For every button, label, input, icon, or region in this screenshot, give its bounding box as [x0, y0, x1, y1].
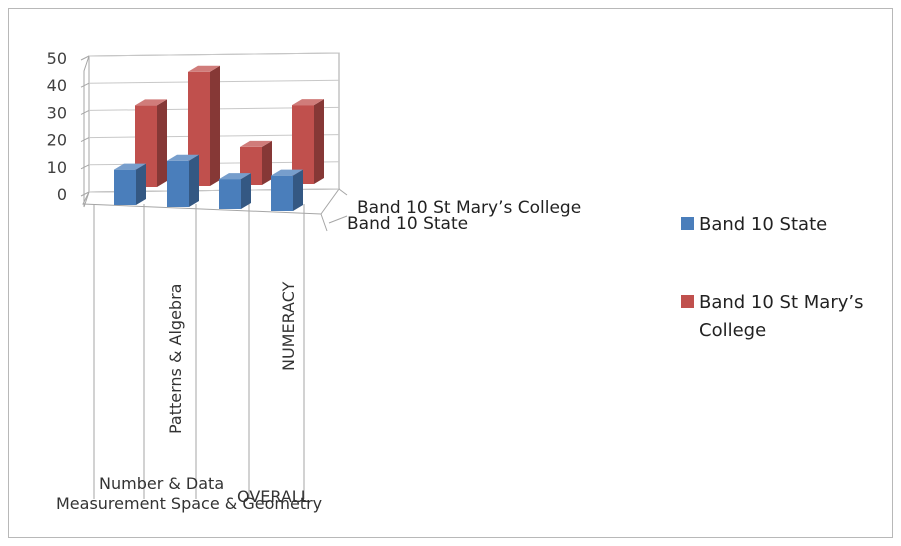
y-tick-label: 40: [47, 76, 67, 95]
bar-side: [136, 163, 146, 205]
bar-front: [167, 160, 189, 207]
bar-side: [262, 140, 272, 185]
bar-top: [240, 140, 272, 147]
bars: [114, 65, 324, 211]
y-tick-label: 30: [47, 103, 67, 122]
bar-st-marys-0: [135, 99, 167, 187]
side-wall: [83, 55, 90, 208]
bar-side: [189, 154, 199, 207]
floor-edge: [338, 188, 348, 196]
depth-label-state: Band 10 State: [347, 214, 468, 234]
bar-front: [292, 105, 314, 184]
category-label: Number & Data: [99, 474, 224, 493]
bar-state-2: [219, 173, 251, 209]
bar-top: [188, 65, 220, 72]
bar-side: [210, 65, 220, 186]
legend-swatch-state: [681, 217, 694, 230]
y-tick-label: 10: [47, 158, 67, 177]
bar-front: [219, 179, 241, 209]
bar-side: [314, 99, 324, 184]
gridline-side: [80, 55, 90, 61]
floor-edge: [320, 213, 328, 232]
bar-top: [135, 99, 167, 106]
bar-state-1: [167, 154, 199, 207]
legend-label-st-marys: Band 10 St Mary’s College: [699, 292, 863, 341]
bar-top: [167, 154, 199, 161]
gridline: [88, 52, 340, 57]
floor-edge: [328, 215, 348, 224]
bar-top: [114, 163, 146, 170]
y-tick-label: 20: [47, 131, 67, 150]
depth-label-st-marys: Band 10 St Mary’s College: [357, 198, 581, 218]
legend: Band 10 State Band 10 St Mary’s College: [681, 214, 863, 341]
legend-label-state: Band 10 State: [699, 214, 827, 235]
bar-top: [292, 99, 324, 106]
y-axis-ticks: 0 10 20 30 40 50: [47, 49, 67, 204]
bar-top: [271, 169, 303, 176]
gridline-side: [80, 164, 90, 170]
legend-swatch-st-marys: [681, 295, 694, 308]
bar-side: [157, 99, 167, 187]
category-label: Measurement Space & Geometry: [56, 494, 322, 513]
bar-side: [293, 169, 303, 211]
bar-st-marys-3: [292, 99, 324, 184]
y-tick-label: 0: [57, 185, 67, 204]
category-label: Patterns & Algebra: [166, 284, 185, 434]
bar-side: [241, 173, 251, 209]
chart-frame: 0 10 20 30 40 50 Number & Data Measurement Spa…: [8, 8, 893, 538]
gridline-side: [80, 109, 90, 115]
gridline-side: [80, 82, 90, 88]
category-label: NUMERACY: [279, 281, 298, 371]
bar-state-3: [271, 169, 303, 211]
gridline-side: [80, 191, 90, 197]
bar-state-0: [114, 163, 146, 205]
y-tick-label: 50: [47, 49, 67, 68]
gridline-side: [80, 137, 90, 143]
bar-front: [114, 169, 136, 205]
bar-top: [219, 173, 251, 180]
bar-front: [271, 175, 293, 211]
category-label: OVERALL: [237, 487, 310, 506]
